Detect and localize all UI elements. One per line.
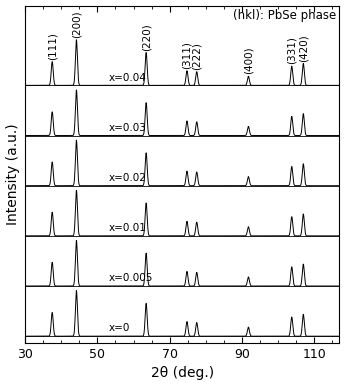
Text: (hkl): PbSe phase: (hkl): PbSe phase <box>233 9 336 22</box>
Text: (222): (222) <box>192 42 202 70</box>
Text: (400): (400) <box>243 47 253 74</box>
Text: (111): (111) <box>47 32 57 60</box>
Text: x=0.04: x=0.04 <box>108 73 146 83</box>
Text: x=0.02: x=0.02 <box>108 173 146 183</box>
Text: (420): (420) <box>298 34 308 62</box>
X-axis label: 2θ (deg.): 2θ (deg.) <box>151 366 214 381</box>
Text: x=0: x=0 <box>108 323 130 334</box>
Text: x=0.03: x=0.03 <box>108 123 146 133</box>
Text: (331): (331) <box>287 37 297 64</box>
Text: x=0.01: x=0.01 <box>108 223 146 233</box>
Text: (220): (220) <box>141 23 151 51</box>
Y-axis label: Intensity (a.u.): Intensity (a.u.) <box>6 124 20 225</box>
Text: x=0.005: x=0.005 <box>108 273 152 283</box>
Text: (200): (200) <box>71 10 81 38</box>
Text: (311): (311) <box>182 41 192 69</box>
